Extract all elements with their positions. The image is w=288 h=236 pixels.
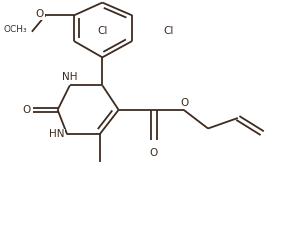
Text: Cl: Cl [164,25,174,36]
Text: O: O [181,98,189,108]
Text: OCH₃: OCH₃ [3,25,27,34]
Text: Cl: Cl [97,25,107,36]
Text: O: O [36,9,44,19]
Text: NH: NH [62,72,77,82]
Text: O: O [22,105,31,115]
Text: HN: HN [49,129,65,139]
Text: O: O [150,148,158,158]
